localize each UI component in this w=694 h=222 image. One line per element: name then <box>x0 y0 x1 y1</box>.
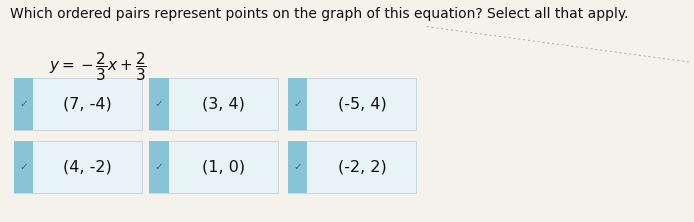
Text: ✓: ✓ <box>294 99 302 109</box>
Text: ✓: ✓ <box>19 162 28 172</box>
Text: (7, -4): (7, -4) <box>63 96 112 111</box>
Text: (3, 4): (3, 4) <box>202 96 244 111</box>
Bar <box>149 78 169 130</box>
Bar <box>14 78 33 130</box>
Text: ✓: ✓ <box>294 162 302 172</box>
Text: (-5, 4): (-5, 4) <box>337 96 387 111</box>
Bar <box>288 78 307 130</box>
Bar <box>14 141 33 193</box>
Bar <box>14 78 142 130</box>
Text: ✓: ✓ <box>155 162 163 172</box>
Bar <box>14 141 142 193</box>
Text: $y = -\dfrac{2}{3}x + \dfrac{2}{3}$: $y = -\dfrac{2}{3}x + \dfrac{2}{3}$ <box>49 50 146 83</box>
Bar <box>288 141 416 193</box>
Text: (4, -2): (4, -2) <box>63 160 112 174</box>
Text: ✓: ✓ <box>155 99 163 109</box>
Bar <box>149 141 278 193</box>
Text: (1, 0): (1, 0) <box>201 160 245 174</box>
Text: (-2, 2): (-2, 2) <box>337 160 387 174</box>
Bar <box>288 141 307 193</box>
Bar <box>288 78 416 130</box>
Bar <box>149 78 278 130</box>
Bar <box>149 141 169 193</box>
Text: Which ordered pairs represent points on the graph of this equation? Select all t: Which ordered pairs represent points on … <box>10 7 629 21</box>
Text: ✓: ✓ <box>19 99 28 109</box>
